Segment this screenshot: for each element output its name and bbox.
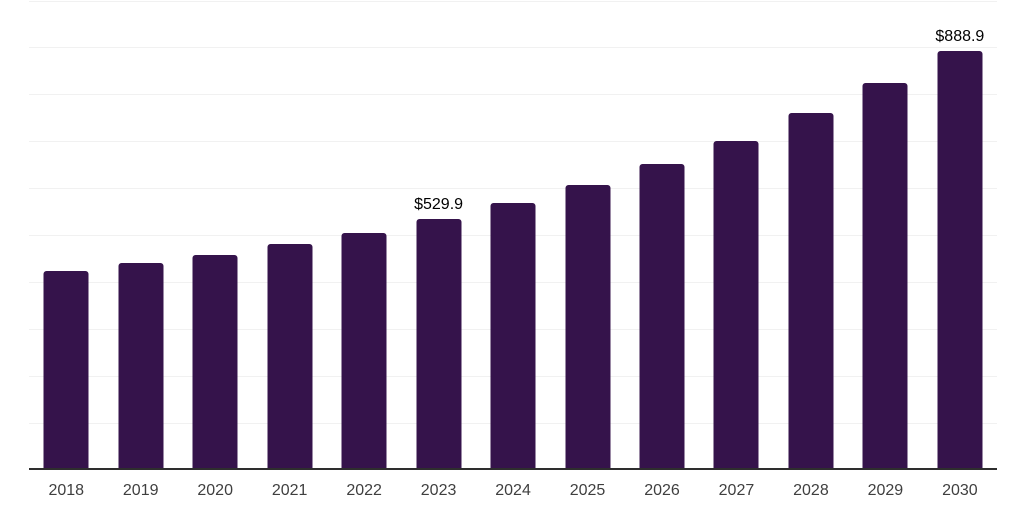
- x-tick-label-2023: 2023: [420, 482, 457, 499]
- x-axis-line: [29, 468, 997, 470]
- x-tick-label-2026: 2026: [644, 482, 680, 499]
- bar-slot-2027: [699, 0, 773, 468]
- gridline-600: [29, 188, 997, 190]
- x-tick-label-2027: 2027: [718, 482, 755, 499]
- bar-2021: [267, 244, 313, 468]
- value-label-2030: $888.9: [935, 27, 985, 45]
- x-axis-labels: 2018 2019 2020 2021 2022 2023 2024 2025 2026 2027…: [29, 482, 997, 500]
- bar-slot-2023: $529.9: [401, 0, 475, 468]
- bar-2030: [937, 50, 983, 468]
- bar-slot-2021: [252, 0, 326, 468]
- gridline-800: [29, 94, 997, 96]
- bar-2029: [862, 82, 908, 468]
- plot-area: $529.9 $888.9: [29, 0, 997, 470]
- bar-2018: [43, 270, 89, 468]
- x-tick-label-2024: 2024: [495, 482, 531, 499]
- gridline-700: [29, 141, 997, 143]
- bar-slot-2025: [550, 0, 624, 468]
- gridline-1000: [29, 0, 997, 2]
- bar-slot-2030: $888.9: [923, 0, 997, 468]
- x-tick-label-2029: 2029: [867, 482, 904, 499]
- bar-2019: [118, 262, 164, 468]
- bar-slot-2024: [476, 0, 550, 468]
- bar-2027: [713, 140, 759, 468]
- gridline-900: [29, 47, 997, 49]
- x-tick-label-2028: 2028: [793, 482, 829, 499]
- bar-2028: [788, 112, 834, 468]
- bars-row: $529.9 $888.9: [29, 0, 997, 468]
- bar-slot-2026: [625, 0, 699, 468]
- bar-slot-2020: [178, 0, 252, 468]
- bar-slot-2022: [327, 0, 401, 468]
- bar-2024: [490, 203, 536, 468]
- x-tick-label-2025: 2025: [569, 482, 606, 499]
- bar-slot-2019: [103, 0, 177, 468]
- x-tick-label-2019: 2019: [122, 482, 159, 499]
- x-tick-label-2021: 2021: [271, 482, 308, 499]
- bar-slot-2029: [848, 0, 922, 468]
- bar-slot-2028: [774, 0, 848, 468]
- x-tick-label-2022: 2022: [346, 482, 382, 499]
- x-tick-label-2018: 2018: [48, 482, 85, 499]
- bar-2020: [192, 254, 238, 468]
- x-tick-label-2020: 2020: [197, 482, 233, 499]
- bar-slot-2018: [29, 0, 103, 468]
- x-tick-label-2030: 2030: [942, 482, 978, 499]
- bar-2025: [565, 185, 611, 468]
- bar-2022: [341, 233, 387, 468]
- bar-2023: [416, 219, 462, 468]
- value-label-2023: $529.9: [414, 196, 464, 214]
- bar-2026: [639, 164, 685, 468]
